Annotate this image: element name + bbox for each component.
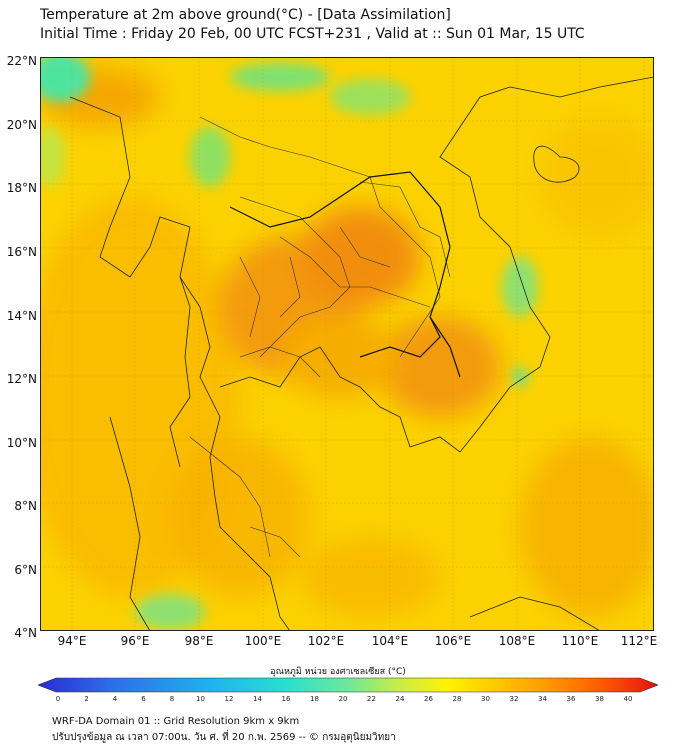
chart-subtitle: Initial Time : Friday 20 Feb, 00 UTC FCS…	[40, 26, 585, 42]
colorbar-tick-26: 26	[424, 695, 433, 703]
footer-update-info: ปรับปรุงข้อมูล ณ เวลา 07:00น. วัน ศ. ที่…	[52, 732, 396, 743]
lon-label-98: 98°E	[184, 634, 214, 648]
colorbar-tick-34: 34	[538, 695, 547, 703]
lon-label-106: 106°E	[434, 634, 472, 648]
colorbar-tick-20: 20	[338, 695, 348, 703]
temperature-map[interactable]	[40, 57, 654, 631]
lon-label-94: 94°E	[57, 634, 87, 648]
lon-label-96: 96°E	[120, 634, 150, 648]
coastlines	[69, 76, 654, 631]
lat-label-22: 22°N	[6, 54, 37, 68]
colorbar-tick-14: 14	[253, 695, 262, 703]
colorbar-title: อุณหภูมิ หน่วย องศาเซลเซียส (°C)	[270, 667, 406, 677]
lon-label-108: 108°E	[498, 634, 536, 648]
colorbar-tick-28: 28	[452, 695, 462, 703]
lat-label-6: 6°N	[14, 563, 37, 577]
colorbar-tick-24: 24	[395, 695, 405, 703]
colorbar-tick-6: 6	[141, 695, 146, 703]
footer-grid-info: WRF-DA Domain 01 :: Grid Resolution 9km …	[52, 716, 300, 727]
lat-label-10: 10°N	[6, 436, 37, 450]
colorbar-tick-32: 32	[509, 695, 519, 703]
chart-title: Temperature at 2m above ground(°C) - [Da…	[40, 7, 451, 23]
colorbar-tick-38: 38	[595, 695, 604, 703]
lon-label-100: 100°E	[244, 634, 282, 648]
lat-label-20: 20°N	[6, 118, 37, 132]
colorbar-tick-16: 16	[281, 695, 291, 703]
colorbar-tick-12: 12	[224, 695, 234, 703]
colorbar-tick-40: 40	[623, 695, 633, 703]
admin-borders	[189, 116, 451, 558]
colorbar-tick-36: 36	[566, 695, 576, 703]
lon-label-104: 104°E	[371, 634, 409, 648]
lat-label-18: 18°N	[6, 181, 37, 195]
colorbar-tick-10: 10	[196, 695, 205, 703]
country-borders	[229, 171, 461, 378]
map-canvas	[40, 57, 654, 631]
lat-label-12: 12°N	[6, 372, 37, 386]
lon-label-102: 102°E	[307, 634, 345, 648]
colorbar-tick-0: 0	[55, 695, 61, 703]
colorbar	[38, 677, 658, 693]
colorbar-gradient	[38, 677, 658, 693]
lat-label-14: 14°N	[6, 309, 37, 323]
colorbar-tick-8: 8	[169, 695, 175, 703]
colorbar-tick-30: 30	[481, 695, 490, 703]
lat-label-4: 4°N	[14, 626, 37, 640]
colorbar-tick-22: 22	[367, 695, 376, 703]
lon-label-110: 110°E	[561, 634, 599, 648]
colorbar-tick-18: 18	[310, 695, 319, 703]
colorbar-tick-2: 2	[84, 695, 89, 703]
lat-label-16: 16°N	[6, 245, 37, 259]
lat-label-8: 8°N	[14, 499, 37, 513]
lon-label-112: 112°E	[620, 634, 658, 648]
colorbar-tick-4: 4	[112, 695, 118, 703]
map-frame	[40, 57, 654, 631]
